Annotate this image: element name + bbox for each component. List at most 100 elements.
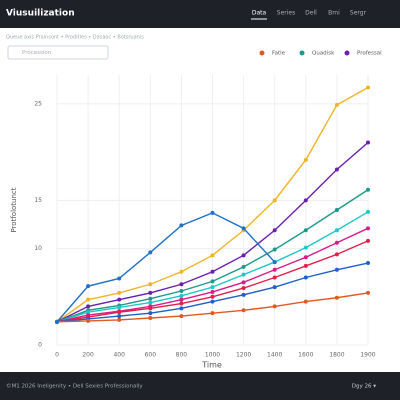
data-point — [117, 276, 122, 281]
data-point — [86, 310, 91, 315]
data-point — [148, 282, 153, 287]
data-point — [334, 295, 339, 300]
y-tick-label: 10 — [34, 245, 42, 252]
data-point — [366, 261, 370, 266]
x-tick-label: 1400 — [267, 352, 282, 359]
x-tick-label: 1000 — [205, 352, 220, 359]
data-point — [117, 317, 122, 322]
data-point — [148, 296, 153, 301]
data-point — [86, 318, 91, 323]
data-point — [210, 253, 215, 258]
x-tick-label: 1800 — [329, 352, 344, 359]
breadcrumb: Queue axis Prainsont • Prodities • Dasao… — [6, 35, 144, 41]
data-point — [366, 140, 370, 145]
data-point — [366, 238, 370, 243]
data-point — [210, 210, 215, 215]
legend-swatch[interactable] — [344, 50, 350, 56]
data-point — [179, 269, 184, 274]
data-point — [179, 314, 184, 319]
data-point — [179, 301, 184, 306]
legend-label[interactable]: Professal — [357, 51, 382, 57]
data-point — [179, 223, 184, 228]
x-tick-label: 1900 — [360, 352, 375, 359]
footer-bar — [0, 372, 400, 400]
data-point — [334, 267, 339, 272]
legend-label[interactable]: Quadisk — [312, 51, 335, 57]
x-axis-label: Time — [201, 361, 222, 370]
data-point — [303, 275, 308, 280]
nav-item[interactable]: Series — [277, 10, 295, 17]
x-tick-label: 1200 — [236, 352, 251, 359]
data-point — [241, 292, 246, 297]
x-tick-label: 400 — [113, 352, 125, 359]
data-point — [366, 209, 370, 214]
nav-item[interactable]: Bmi — [328, 10, 340, 17]
y-tick-label: 0 — [38, 342, 42, 349]
data-point — [303, 263, 308, 268]
legend-swatch[interactable] — [299, 50, 305, 56]
data-point — [241, 226, 246, 231]
x-tick-label: 0 — [55, 352, 59, 359]
nav-item[interactable]: Data — [252, 10, 267, 17]
data-point — [303, 157, 308, 162]
data-point — [148, 250, 153, 255]
footer-right[interactable]: Dgy 26 ▾ — [352, 384, 376, 390]
data-point — [148, 300, 153, 305]
data-point — [303, 198, 308, 203]
data-point — [179, 297, 184, 302]
search-placeholder: Procession — [22, 50, 52, 56]
legend-label[interactable]: Fatle — [272, 51, 286, 57]
data-point — [179, 289, 184, 293]
data-point — [334, 240, 339, 245]
data-point — [117, 305, 122, 310]
series-line — [56, 212, 276, 323]
data-point — [210, 311, 215, 316]
data-point — [210, 294, 215, 299]
x-tick-label: 600 — [145, 352, 157, 359]
data-point — [86, 297, 91, 302]
y-axis-label: Protfolotunct — [10, 187, 18, 232]
legend-swatch[interactable] — [259, 50, 265, 56]
data-point — [366, 85, 370, 90]
data-point — [148, 290, 153, 295]
data-point — [334, 252, 339, 257]
nav-item[interactable]: Dell — [305, 10, 317, 17]
data-point — [241, 308, 246, 313]
data-point — [117, 310, 122, 315]
data-point — [272, 304, 277, 309]
data-point — [272, 228, 277, 233]
data-point — [148, 306, 153, 311]
search-box[interactable] — [7, 45, 109, 60]
data-point — [117, 297, 122, 302]
data-point — [241, 264, 246, 269]
data-point — [272, 198, 277, 203]
data-point — [272, 285, 277, 290]
data-point — [272, 260, 277, 265]
x-tick-label: 200 — [82, 352, 94, 359]
data-point — [366, 187, 370, 192]
data-point — [303, 299, 308, 304]
data-point — [241, 272, 246, 277]
data-point — [366, 226, 370, 231]
data-point — [210, 289, 215, 294]
data-point — [272, 275, 277, 280]
data-point — [148, 311, 153, 316]
data-point — [272, 267, 277, 272]
data-point — [86, 304, 91, 309]
data-point — [334, 102, 339, 107]
data-point — [334, 167, 339, 172]
data-point — [117, 290, 122, 295]
footer-left: ©M1 2026 Ineligenity • Dell Sexies Profe… — [6, 383, 143, 390]
data-point — [148, 316, 153, 320]
data-point — [303, 228, 308, 233]
data-point — [334, 228, 339, 233]
data-point — [210, 269, 215, 274]
y-tick-label: 15 — [34, 197, 42, 204]
data-point — [241, 253, 246, 258]
data-point — [334, 208, 339, 212]
data-point — [241, 286, 246, 291]
data-point — [210, 285, 215, 290]
y-tick-label: 25 — [34, 100, 42, 107]
nav-item[interactable]: Sergr — [350, 10, 367, 17]
x-tick-label: 800 — [176, 352, 188, 359]
